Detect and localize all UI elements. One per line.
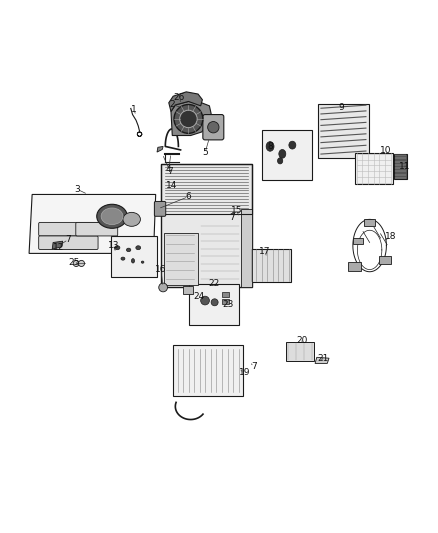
Ellipse shape: [266, 142, 274, 151]
Bar: [286, 342, 314, 361]
Text: 17: 17: [259, 247, 271, 256]
Bar: [318, 104, 368, 158]
Text: 10: 10: [380, 146, 392, 155]
Text: 22: 22: [208, 279, 219, 288]
Polygon shape: [169, 92, 202, 111]
Text: 19: 19: [239, 368, 250, 377]
Text: 14: 14: [166, 181, 177, 190]
Circle shape: [211, 299, 218, 306]
Ellipse shape: [101, 208, 123, 224]
Bar: [161, 164, 252, 287]
Circle shape: [78, 261, 85, 266]
Text: 11: 11: [399, 161, 410, 171]
Bar: [189, 284, 239, 325]
Text: 26: 26: [173, 93, 184, 102]
Bar: [222, 299, 230, 304]
Bar: [249, 249, 291, 281]
Bar: [163, 233, 198, 285]
Polygon shape: [29, 195, 155, 253]
Bar: [161, 164, 252, 214]
Text: 4: 4: [166, 165, 172, 174]
Circle shape: [201, 296, 209, 305]
Circle shape: [180, 110, 197, 128]
Bar: [222, 292, 230, 297]
Ellipse shape: [136, 246, 141, 249]
Text: 21: 21: [317, 354, 328, 362]
Bar: [173, 345, 243, 395]
Polygon shape: [315, 357, 329, 364]
FancyBboxPatch shape: [379, 256, 391, 264]
Bar: [111, 236, 157, 277]
Text: 6: 6: [186, 192, 191, 201]
FancyBboxPatch shape: [348, 262, 361, 271]
Text: 12: 12: [53, 243, 64, 252]
Polygon shape: [157, 147, 163, 152]
Text: 25: 25: [68, 257, 79, 266]
Text: 16: 16: [155, 265, 167, 274]
Text: 9: 9: [339, 103, 344, 111]
Bar: [241, 209, 252, 287]
Text: 20: 20: [296, 336, 307, 345]
Ellipse shape: [141, 261, 144, 263]
FancyBboxPatch shape: [39, 222, 98, 236]
Text: 8: 8: [267, 142, 273, 151]
Ellipse shape: [289, 141, 296, 149]
FancyBboxPatch shape: [154, 201, 166, 216]
Bar: [261, 130, 312, 180]
Ellipse shape: [121, 257, 125, 260]
Text: 2: 2: [170, 100, 175, 109]
Polygon shape: [52, 241, 63, 249]
Ellipse shape: [123, 212, 141, 227]
Text: 7: 7: [66, 235, 71, 244]
Circle shape: [208, 122, 219, 133]
FancyBboxPatch shape: [76, 222, 118, 236]
Ellipse shape: [131, 259, 134, 263]
Text: 13: 13: [108, 241, 119, 250]
Text: 24: 24: [194, 292, 205, 301]
Ellipse shape: [97, 204, 127, 228]
Text: 1: 1: [131, 105, 137, 114]
Polygon shape: [171, 101, 211, 135]
Text: 7: 7: [167, 167, 173, 176]
Text: 18: 18: [385, 232, 396, 241]
Circle shape: [174, 104, 203, 133]
FancyBboxPatch shape: [353, 238, 363, 245]
Text: 15: 15: [231, 206, 242, 215]
Text: 7: 7: [229, 213, 235, 222]
Bar: [183, 286, 193, 294]
FancyBboxPatch shape: [203, 115, 224, 140]
Bar: [356, 152, 392, 184]
Text: 7: 7: [251, 362, 257, 372]
Text: 23: 23: [222, 301, 233, 310]
FancyBboxPatch shape: [364, 220, 375, 227]
Circle shape: [73, 261, 79, 266]
Ellipse shape: [278, 158, 283, 164]
FancyBboxPatch shape: [39, 236, 98, 249]
Ellipse shape: [115, 246, 120, 249]
Circle shape: [159, 283, 167, 292]
Ellipse shape: [127, 248, 131, 252]
Bar: [394, 154, 407, 179]
Ellipse shape: [279, 149, 286, 158]
Text: 3: 3: [74, 185, 80, 193]
Text: 5: 5: [202, 149, 208, 157]
